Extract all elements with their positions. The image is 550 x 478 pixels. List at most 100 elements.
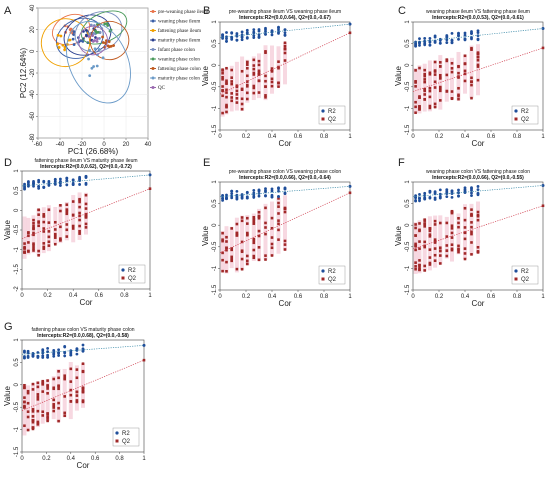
- r2-point: [57, 351, 60, 355]
- pca-point: [56, 33, 60, 37]
- r2-point: [52, 352, 56, 356]
- r2-point: [245, 28, 249, 32]
- q2-band: [283, 195, 287, 251]
- q2-point: [428, 261, 432, 265]
- x-tick-label: 0: [218, 294, 222, 300]
- q2-point: [433, 70, 437, 73]
- confidence-ellipse: [40, 18, 91, 68]
- q2-point: [65, 208, 69, 212]
- r2-point: [277, 28, 280, 32]
- r2-point: [470, 30, 473, 33]
- q2-point: [257, 234, 261, 238]
- r2-point: [428, 40, 432, 44]
- q2-point: [23, 396, 26, 399]
- pca-point: [107, 40, 111, 44]
- q2-point: [221, 75, 224, 79]
- q2-point: [36, 393, 40, 396]
- q2-band: [276, 197, 281, 254]
- q2-point: [423, 269, 426, 272]
- q2-point: [283, 44, 287, 48]
- q2-point: [240, 219, 244, 223]
- r2-point: [78, 183, 81, 186]
- legend-marker-r2: [321, 109, 325, 113]
- r2-point: [252, 188, 256, 192]
- pca-point: [101, 56, 105, 60]
- q2-point: [59, 209, 62, 213]
- r2-point: [235, 33, 239, 37]
- q2-point: [52, 409, 56, 413]
- panel-subtitle: Intercepts:R2=(0.0,0.66), Q2=(0.0,-0.55): [432, 175, 524, 181]
- r2-point: [240, 38, 244, 42]
- q2-point: [457, 225, 460, 229]
- y-tick-label: 0.5: [212, 199, 218, 208]
- q2-point: [264, 79, 267, 83]
- panel-title: weaning phase colon VS fattening phase c…: [426, 169, 530, 175]
- q2-point: [41, 383, 45, 386]
- q2-point: [463, 252, 467, 255]
- q2-point: [439, 64, 442, 68]
- q2-point: [476, 213, 480, 217]
- q2-point: [418, 240, 421, 243]
- q2-point: [277, 197, 280, 200]
- q2-point: [221, 239, 224, 243]
- q2-point: [230, 80, 233, 83]
- q2-point: [433, 241, 437, 244]
- legend-marker-r2: [514, 109, 518, 113]
- q2-point: [450, 211, 454, 215]
- q2-point: [277, 60, 280, 63]
- q2-point: [37, 249, 40, 253]
- q2-point: [235, 101, 239, 104]
- q2-point: [414, 111, 417, 115]
- q2-point: [84, 222, 88, 226]
- q2-point: [225, 88, 228, 92]
- r2-point: [428, 36, 432, 40]
- r2-point: [81, 347, 85, 351]
- x-axis-label: Cor: [77, 461, 90, 470]
- r2-point: [257, 189, 261, 193]
- r2-point: [230, 31, 234, 35]
- q2-point: [423, 245, 426, 249]
- q2-point: [423, 80, 426, 84]
- q2-point: [457, 244, 460, 248]
- y-tick-label: -1: [14, 246, 20, 252]
- q2-point: [423, 93, 426, 96]
- legend-marker-q2: [321, 117, 325, 121]
- pca-point: [105, 22, 109, 26]
- legend-marker-q2: [115, 439, 119, 443]
- x-tick-label: 0.4: [268, 134, 277, 140]
- x-tick-label: 0.4: [461, 294, 470, 300]
- y-tick-label: -1.5: [212, 284, 218, 295]
- q2-point: [418, 106, 421, 110]
- pca-point: [92, 65, 95, 68]
- r2-point: [245, 190, 249, 194]
- q2-point: [221, 69, 224, 72]
- q2-point: [283, 59, 287, 62]
- y-tick-label: -1.5: [212, 124, 218, 135]
- legend-marker: [151, 86, 155, 89]
- y-tick-label: -1: [405, 105, 411, 111]
- q2-point: [270, 216, 274, 220]
- x-axis-label: Cor: [472, 299, 485, 308]
- x-tick-label: 0.6: [95, 293, 104, 299]
- q2-point: [257, 91, 261, 94]
- q2-point: [433, 105, 437, 109]
- r2-point: [41, 348, 45, 352]
- q2-point: [78, 229, 81, 233]
- y-axis-label: Value: [394, 66, 403, 86]
- r2-point: [221, 194, 225, 198]
- y-tick-label: 0: [30, 49, 36, 53]
- pca-point: [87, 34, 91, 38]
- r2-point: [23, 187, 26, 190]
- q2-point: [31, 427, 35, 431]
- q2-point: [470, 48, 473, 51]
- q2-point: [439, 85, 442, 89]
- q2-point: [221, 269, 224, 273]
- panel-d: D 0 0.2 0.4 0.6 0.8 1 -2 -1.5 -1 -0.5 0 0.5 1 Cor Value…: [3, 157, 152, 307]
- q2-point: [78, 200, 81, 204]
- r2-point: [69, 351, 73, 355]
- q2-point: [221, 258, 224, 262]
- q2-point: [470, 46, 473, 50]
- q2-point: [46, 417, 49, 420]
- q2-point: [27, 241, 30, 244]
- pca-point: [95, 64, 99, 68]
